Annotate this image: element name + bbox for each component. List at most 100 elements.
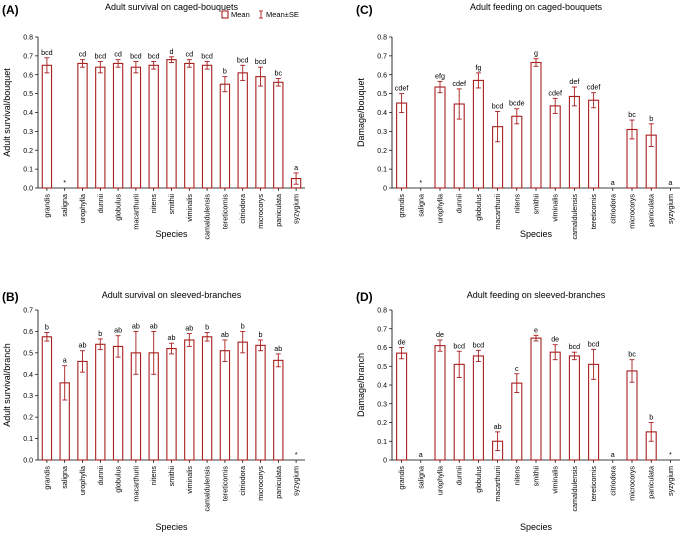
y-axis-title: Damage/branch	[356, 353, 366, 417]
x-tick-label: tereticornis	[220, 194, 229, 230]
x-tick-label: paniculata	[647, 194, 656, 227]
bar-globulus	[472, 355, 484, 461]
x-tick-label: citriodora	[608, 466, 617, 496]
y-tick-label: 0.5	[377, 364, 387, 371]
significance-letter: cdef	[587, 83, 601, 92]
significance-letter: b	[45, 323, 49, 332]
significance-letter: a	[611, 450, 615, 459]
significance-letter: bcd	[237, 55, 249, 64]
x-axis-title: Species	[520, 229, 553, 239]
significance-letter: *	[419, 178, 422, 187]
y-tick-label: 0.0	[23, 186, 33, 193]
significance-letter: b	[649, 413, 653, 422]
bar-tereticornis	[219, 83, 231, 189]
bar-grandis	[41, 64, 53, 189]
significance-letter: *	[63, 178, 66, 187]
significance-letter: g	[534, 49, 538, 58]
x-tick-label: nitens	[149, 194, 158, 214]
y-tick-label: 0	[383, 186, 387, 193]
x-tick-label: globulus	[474, 194, 483, 221]
chart-title: Adult survival on caged-bouquets	[105, 2, 239, 12]
significance-letter: a	[668, 178, 672, 187]
significance-letter: *	[669, 450, 672, 459]
x-tick-label: nitens	[149, 466, 158, 486]
x-tick-label: nitens	[512, 194, 521, 214]
bar-viminalis	[549, 351, 561, 461]
significance-letter: c	[515, 364, 519, 373]
significance-letter: a	[63, 356, 67, 365]
x-tick-label: paniculata	[274, 466, 283, 499]
panel-a: (A) Adult survival on caged-bouquets 0.0 0.…	[2, 2, 305, 240]
significance-letter: ab	[132, 321, 140, 330]
significance-letter: def	[569, 77, 579, 86]
bar-smithii	[530, 61, 542, 189]
bar-dunnii	[453, 363, 465, 461]
significance-letter: b	[649, 114, 653, 123]
x-tick-label: urophylla	[78, 194, 87, 223]
x-tick-label: syzygium	[666, 466, 675, 496]
y-tick-label: 0.5	[23, 350, 33, 357]
x-tick-label: tereticornis	[589, 194, 598, 230]
bar-smithii	[166, 59, 177, 189]
y-tick-label: 0.6	[377, 345, 387, 352]
significance-letter: fg	[475, 63, 481, 72]
significance-letter: bcd	[201, 52, 213, 61]
y-tick-label: 0.4	[23, 110, 33, 117]
bar-grandis	[396, 352, 408, 461]
significance-letter: bc	[628, 110, 636, 119]
x-tick-label: saligna	[416, 194, 425, 217]
panel-label: (C)	[356, 3, 373, 17]
y-tick-label: 0.3	[377, 129, 387, 136]
x-tick-label: viminalis	[185, 194, 194, 222]
x-tick-label: macarthurii	[493, 466, 502, 502]
panel-label: (A)	[2, 3, 19, 17]
y-tick-label: 0.7	[23, 308, 33, 315]
x-tick-label: smithii	[167, 466, 176, 487]
x-tick-label: smithii	[532, 194, 541, 215]
bar-paniculata	[273, 81, 284, 189]
y-tick-label: 0.5	[23, 91, 33, 98]
significance-letter: cd	[186, 50, 194, 59]
x-tick-label: paniculata	[274, 194, 283, 227]
y-axis-title: Damage/bouquet	[356, 77, 366, 147]
x-tick-label: macarthurii	[131, 194, 140, 230]
bar-microcorys	[255, 76, 266, 189]
significance-letter: cd	[79, 50, 87, 59]
bar-viminalis	[549, 105, 561, 189]
bar-tereticornis	[588, 99, 600, 189]
y-tick-label: 0.4	[377, 110, 387, 117]
significance-letter: ab	[494, 422, 502, 431]
significance-letter: bcd	[130, 52, 142, 61]
significance-letter: *	[295, 450, 298, 459]
significance-letter: efg	[435, 71, 445, 80]
x-tick-label: globulus	[114, 466, 123, 493]
x-tick-label: syzygium	[292, 466, 301, 496]
y-tick-label: 0.6	[23, 329, 33, 336]
x-tick-label: smithii	[167, 194, 176, 215]
x-axis-title: Species	[520, 522, 553, 532]
significance-letter: b	[259, 330, 263, 339]
bar-dunnii	[95, 66, 106, 189]
bar-camaldulensis	[201, 64, 213, 189]
significance-letter: a	[419, 450, 423, 459]
bar-citriodora	[237, 341, 248, 461]
bar-camaldulensis	[568, 95, 580, 189]
y-tick-label: 0.6	[377, 72, 387, 79]
significance-letter: cd	[114, 50, 122, 59]
x-tick-label: saligna	[60, 466, 69, 489]
significance-letter: ab	[168, 333, 176, 342]
legend: Mean Mean±SE	[221, 10, 299, 19]
x-tick-label: viminalis	[551, 466, 560, 494]
significance-letter: ab	[150, 321, 158, 330]
significance-letter: d	[170, 47, 174, 56]
bar-globulus	[112, 62, 124, 189]
significance-letter: b	[223, 67, 227, 76]
x-tick-label: microcorys	[628, 194, 637, 229]
significance-letter: bcd	[41, 48, 53, 57]
bar-grandis	[41, 336, 53, 461]
x-tick-label: microcorys	[256, 194, 265, 229]
bar-camaldulensis	[201, 336, 213, 461]
bar-urophylla	[434, 86, 446, 189]
bar-viminalis	[184, 62, 195, 189]
panel-label: (D)	[356, 290, 373, 304]
